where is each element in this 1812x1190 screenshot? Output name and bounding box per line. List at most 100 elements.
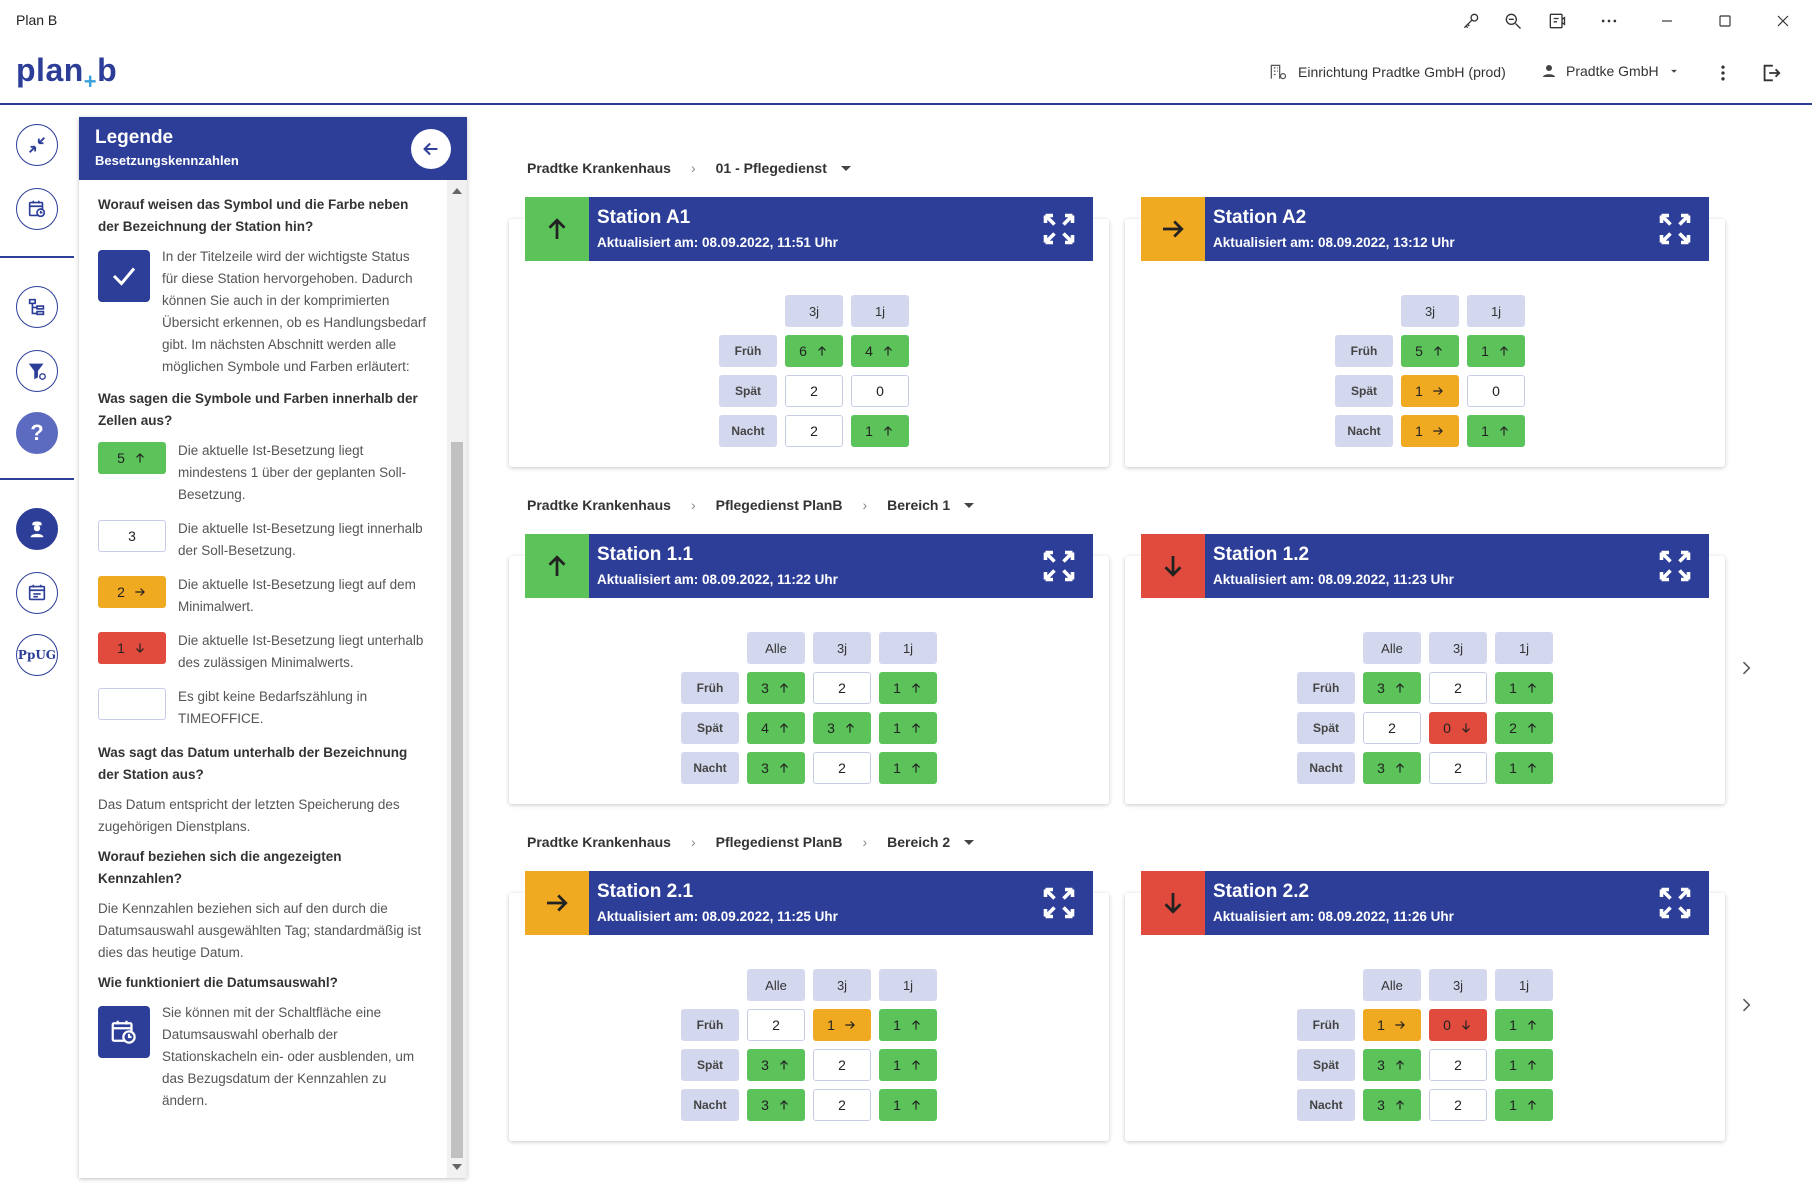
- zoom-out-icon[interactable]: [1500, 8, 1526, 34]
- legend-scrollbar[interactable]: [447, 180, 467, 1178]
- key-icon[interactable]: [1458, 8, 1484, 34]
- staffing-cell[interactable]: 3: [1363, 752, 1421, 784]
- breadcrumb-item[interactable]: Pflegedienst PlanB: [715, 834, 843, 850]
- staffing-cell[interactable]: 3: [747, 1049, 805, 1081]
- staffing-cell[interactable]: 1: [879, 672, 937, 704]
- staffing-cell[interactable]: 2: [747, 1009, 805, 1041]
- planb-logo[interactable]: plan+b: [16, 52, 117, 94]
- staffing-cell[interactable]: 1: [1401, 375, 1459, 407]
- staffing-cell[interactable]: 1: [1363, 1009, 1421, 1041]
- scroll-up-icon[interactable]: [452, 188, 462, 194]
- breadcrumb-item[interactable]: 01 - Pflegedienst: [715, 160, 827, 176]
- minimize-icon[interactable]: [1654, 8, 1680, 34]
- station-tile[interactable]: Alle 3j 1j Früh 3 2 1 Spät 4 3 1 Nacht 3 2 1 Station 1.…: [509, 534, 1109, 804]
- staffing-cell[interactable]: 1: [1495, 1009, 1553, 1041]
- ppug-button[interactable]: PpUG: [16, 634, 58, 676]
- staffing-cell[interactable]: 3: [747, 752, 805, 784]
- caret-down-icon[interactable]: [964, 839, 975, 845]
- staffing-cell[interactable]: 2: [813, 1089, 871, 1121]
- breadcrumb-item[interactable]: Pradtke Krankenhaus: [527, 160, 671, 176]
- station-tile[interactable]: 3j 1j Früh 5 1 Spät 1 0 Nacht 1 1 Station A2 Aktuali…: [1125, 197, 1725, 467]
- staffing-cell[interactable]: 0: [1429, 712, 1487, 744]
- scrollbar-thumb[interactable]: [451, 442, 463, 1158]
- staffing-cell[interactable]: 0: [1467, 375, 1525, 407]
- staffing-cell[interactable]: 3: [1363, 672, 1421, 704]
- staffing-cell[interactable]: 1: [1495, 1089, 1553, 1121]
- station-tile[interactable]: 3j 1j Früh 6 4 Spät 2 0 Nacht 2 1 Station A1 Aktuali…: [509, 197, 1109, 467]
- chevron-right-icon[interactable]: [1736, 995, 1756, 1015]
- staffing-cell[interactable]: 2: [1429, 672, 1487, 704]
- staffing-cell[interactable]: 1: [1495, 672, 1553, 704]
- date-selection-button[interactable]: [16, 188, 58, 230]
- caret-down-icon[interactable]: [840, 165, 851, 171]
- staffing-cell[interactable]: 2: [785, 415, 843, 447]
- breadcrumb-item[interactable]: Pradtke Krankenhaus: [527, 834, 671, 850]
- staffing-cell[interactable]: 1: [1401, 415, 1459, 447]
- expand-icon[interactable]: [1657, 211, 1693, 247]
- more-vertical-icon[interactable]: [1710, 60, 1736, 86]
- logout-icon[interactable]: [1758, 60, 1784, 86]
- staffing-cell[interactable]: 2: [785, 375, 843, 407]
- close-icon[interactable]: [1770, 8, 1796, 34]
- staffing-cell[interactable]: 1: [1467, 415, 1525, 447]
- expand-icon[interactable]: [1657, 885, 1693, 921]
- staffing-cell[interactable]: 2: [1429, 1049, 1487, 1081]
- staffing-cell[interactable]: 5: [1401, 335, 1459, 367]
- expand-icon[interactable]: [1041, 211, 1077, 247]
- staffing-cell[interactable]: 1: [879, 1089, 937, 1121]
- staffing-view-button[interactable]: [16, 508, 58, 550]
- staffing-cell[interactable]: 2: [1495, 712, 1553, 744]
- chevron-right-icon[interactable]: [1736, 658, 1756, 678]
- caret-down-icon[interactable]: [964, 502, 975, 508]
- staffing-cell[interactable]: 2: [813, 1049, 871, 1081]
- organization-selector[interactable]: Einrichtung Pradtke GmbH (prod): [1268, 62, 1506, 82]
- staffing-cell[interactable]: 1: [851, 415, 909, 447]
- staffing-cell[interactable]: 3: [1363, 1089, 1421, 1121]
- staffing-cell[interactable]: 3: [747, 1089, 805, 1121]
- staffing-cell[interactable]: 2: [1363, 712, 1421, 744]
- maximize-icon[interactable]: [1712, 8, 1738, 34]
- staffing-cell[interactable]: 3: [1363, 1049, 1421, 1081]
- staffing-cell[interactable]: 3: [813, 712, 871, 744]
- station-tile[interactable]: Alle 3j 1j Früh 3 2 1 Spät 2 0 2 Nacht 3 2 1 Station 1.…: [1125, 534, 1725, 804]
- station-tile[interactable]: Alle 3j 1j Früh 2 1 1 Spät 3 2 1 Nacht 3 2 1 Station 2.…: [509, 871, 1109, 1141]
- collapse-view-button[interactable]: [16, 124, 58, 166]
- expand-icon[interactable]: [1657, 548, 1693, 584]
- schedule-view-button[interactable]: [16, 572, 58, 614]
- breadcrumb-item[interactable]: Bereich 2: [887, 834, 951, 850]
- read-aloud-icon[interactable]: [1544, 8, 1570, 34]
- staffing-cell[interactable]: 2: [1429, 1089, 1487, 1121]
- breadcrumb-item[interactable]: Bereich 1: [887, 497, 951, 513]
- station-tile[interactable]: Alle 3j 1j Früh 1 0 1 Spät 3 2 1 Nacht 3 2 1 Station 2.…: [1125, 871, 1725, 1141]
- breadcrumb-item[interactable]: Pradtke Krankenhaus: [527, 497, 671, 513]
- staffing-cell[interactable]: 1: [1495, 752, 1553, 784]
- close-legend-button[interactable]: [411, 129, 451, 169]
- staffing-cell[interactable]: 3: [747, 672, 805, 704]
- staffing-cell[interactable]: 4: [747, 712, 805, 744]
- staffing-cell[interactable]: 2: [813, 672, 871, 704]
- expand-icon[interactable]: [1041, 548, 1077, 584]
- staffing-cell[interactable]: 1: [879, 1049, 937, 1081]
- staffing-cell[interactable]: 4: [851, 335, 909, 367]
- user-menu[interactable]: Pradtke GmbH: [1540, 62, 1681, 80]
- staffing-cell[interactable]: 1: [879, 1009, 937, 1041]
- staffing-cell[interactable]: 2: [1429, 752, 1487, 784]
- breadcrumb-item[interactable]: Pflegedienst PlanB: [715, 497, 843, 513]
- hierarchy-button[interactable]: [16, 286, 58, 328]
- staffing-cell[interactable]: 0: [851, 375, 909, 407]
- staffing-cell[interactable]: 6: [785, 335, 843, 367]
- help-button[interactable]: ?: [16, 412, 58, 454]
- staffing-cell[interactable]: 0: [1429, 1009, 1487, 1041]
- expand-icon[interactable]: [1041, 885, 1077, 921]
- filter-settings-button[interactable]: [16, 350, 58, 392]
- staffing-cell[interactable]: 1: [813, 1009, 871, 1041]
- staffing-cell[interactable]: 1: [879, 752, 937, 784]
- arrow-up-icon: [911, 1100, 920, 1110]
- staffing-cell[interactable]: 1: [1495, 1049, 1553, 1081]
- staffing-cell[interactable]: 1: [1467, 335, 1525, 367]
- shift-label: Spät: [681, 1049, 739, 1081]
- staffing-cell[interactable]: 2: [813, 752, 871, 784]
- more-horizontal-icon[interactable]: [1596, 8, 1622, 34]
- scroll-down-icon[interactable]: [452, 1164, 462, 1170]
- staffing-cell[interactable]: 1: [879, 712, 937, 744]
